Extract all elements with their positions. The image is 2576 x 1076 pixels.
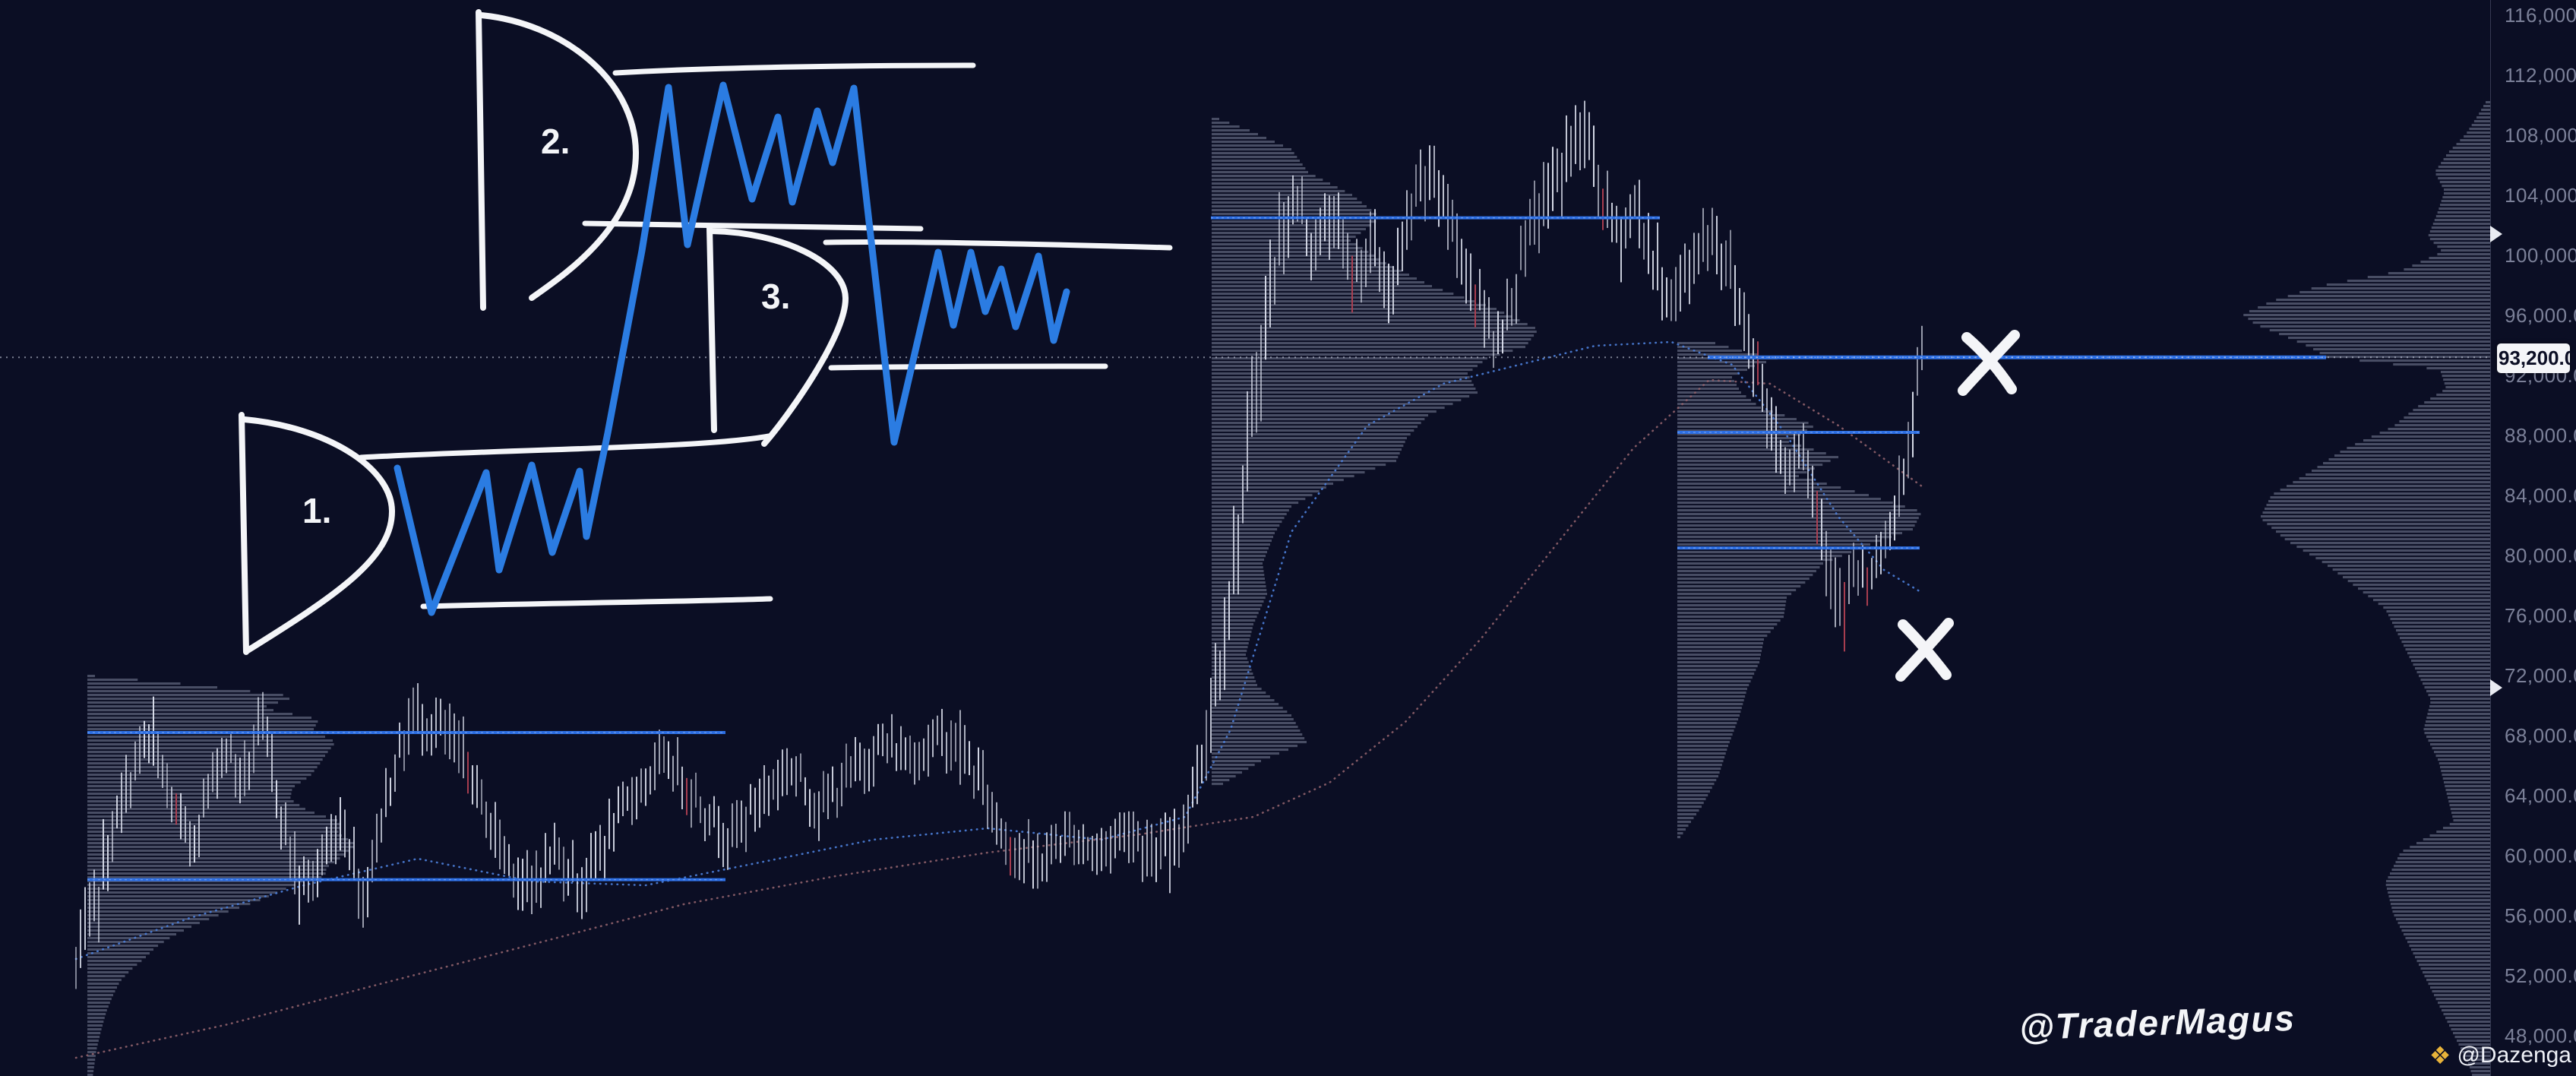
channel-line-2[interactable]: [420, 596, 773, 609]
channel-line-5[interactable]: [823, 239, 1173, 251]
axis-price-label: 112,000.0: [2505, 64, 2576, 87]
channel-line-3[interactable]: [612, 62, 976, 76]
axis-price-label: 72,000.0: [2505, 664, 2576, 687]
ma-slow: [74, 378, 1923, 1059]
x-mark-2[interactable]: [1895, 618, 1954, 682]
ma-fast: [74, 340, 1923, 960]
axis-price-label: 88,000.0: [2505, 424, 2576, 447]
axis-arrow-marker[interactable]: [2490, 226, 2502, 242]
megaphone-shape-1[interactable]: [239, 412, 396, 655]
projected-path-zigzag[interactable]: [394, 81, 1070, 616]
axis-price-label: 56,000.0: [2505, 904, 2576, 927]
axis-price-label: 108,000.0: [2505, 124, 2576, 147]
axis-price-label: 48,000.0: [2505, 1024, 2576, 1047]
pattern-number-label: 1.: [302, 491, 331, 530]
axis-price-label: 52,000.0: [2505, 964, 2576, 987]
rally-range-profile: [1212, 118, 1537, 786]
channel-line-6[interactable]: [828, 363, 1108, 371]
composite-right-profile: [2243, 101, 2491, 1076]
moving-average-lines: [74, 340, 1923, 1059]
exchange-handle: @Dazenga: [2457, 1043, 2571, 1068]
axis-price-label: 64,000.0: [2505, 784, 2576, 807]
pattern-number-label: 2.: [541, 122, 570, 161]
axis-price-label: 68,000.0: [2505, 724, 2576, 747]
axis-price-label: 84,000.0: [2505, 484, 2576, 507]
axis-arrow-marker[interactable]: [2490, 679, 2502, 696]
support-resistance-rays[interactable]: [87, 216, 2326, 881]
volume-profiles: [87, 101, 2491, 1076]
price-axis[interactable]: 116,000.0 112,000.0 108,000.0 104,000.0 100,…: [2490, 0, 2576, 1076]
x-mark-1[interactable]: [1958, 330, 2020, 396]
axis-price-label: 80,000.0: [2505, 544, 2576, 567]
binance-diamond-icon: ❖: [2429, 1042, 2451, 1069]
pullback-range-profile: [1677, 342, 1921, 839]
megaphone-shape-2[interactable]: [476, 9, 640, 311]
axis-price-label: 96,000.0: [2505, 304, 2576, 327]
exchange-watermark: ❖ @Dazenga: [2429, 1043, 2571, 1068]
axis-price-label: 76,000.0: [2505, 604, 2576, 627]
price-bars: [75, 100, 1923, 989]
left-range-profile: [87, 675, 355, 1076]
axis-price-label: 60,000.0: [2505, 844, 2576, 867]
hand-drawn-annotations[interactable]: 1. 2. 3.: [239, 9, 2020, 682]
axis-price-label: 100,000.0: [2505, 244, 2576, 267]
axis-price-label: 116,000.0: [2505, 4, 2576, 27]
last-price-label: 93,200.0: [2497, 343, 2575, 374]
channel-line-4[interactable]: [582, 220, 924, 232]
axis-price-label: 104,000.0: [2505, 184, 2576, 207]
megaphone-shape-3[interactable]: [706, 225, 849, 447]
pattern-number-label: 3.: [761, 277, 790, 316]
channel-line-1[interactable]: [358, 433, 772, 460]
